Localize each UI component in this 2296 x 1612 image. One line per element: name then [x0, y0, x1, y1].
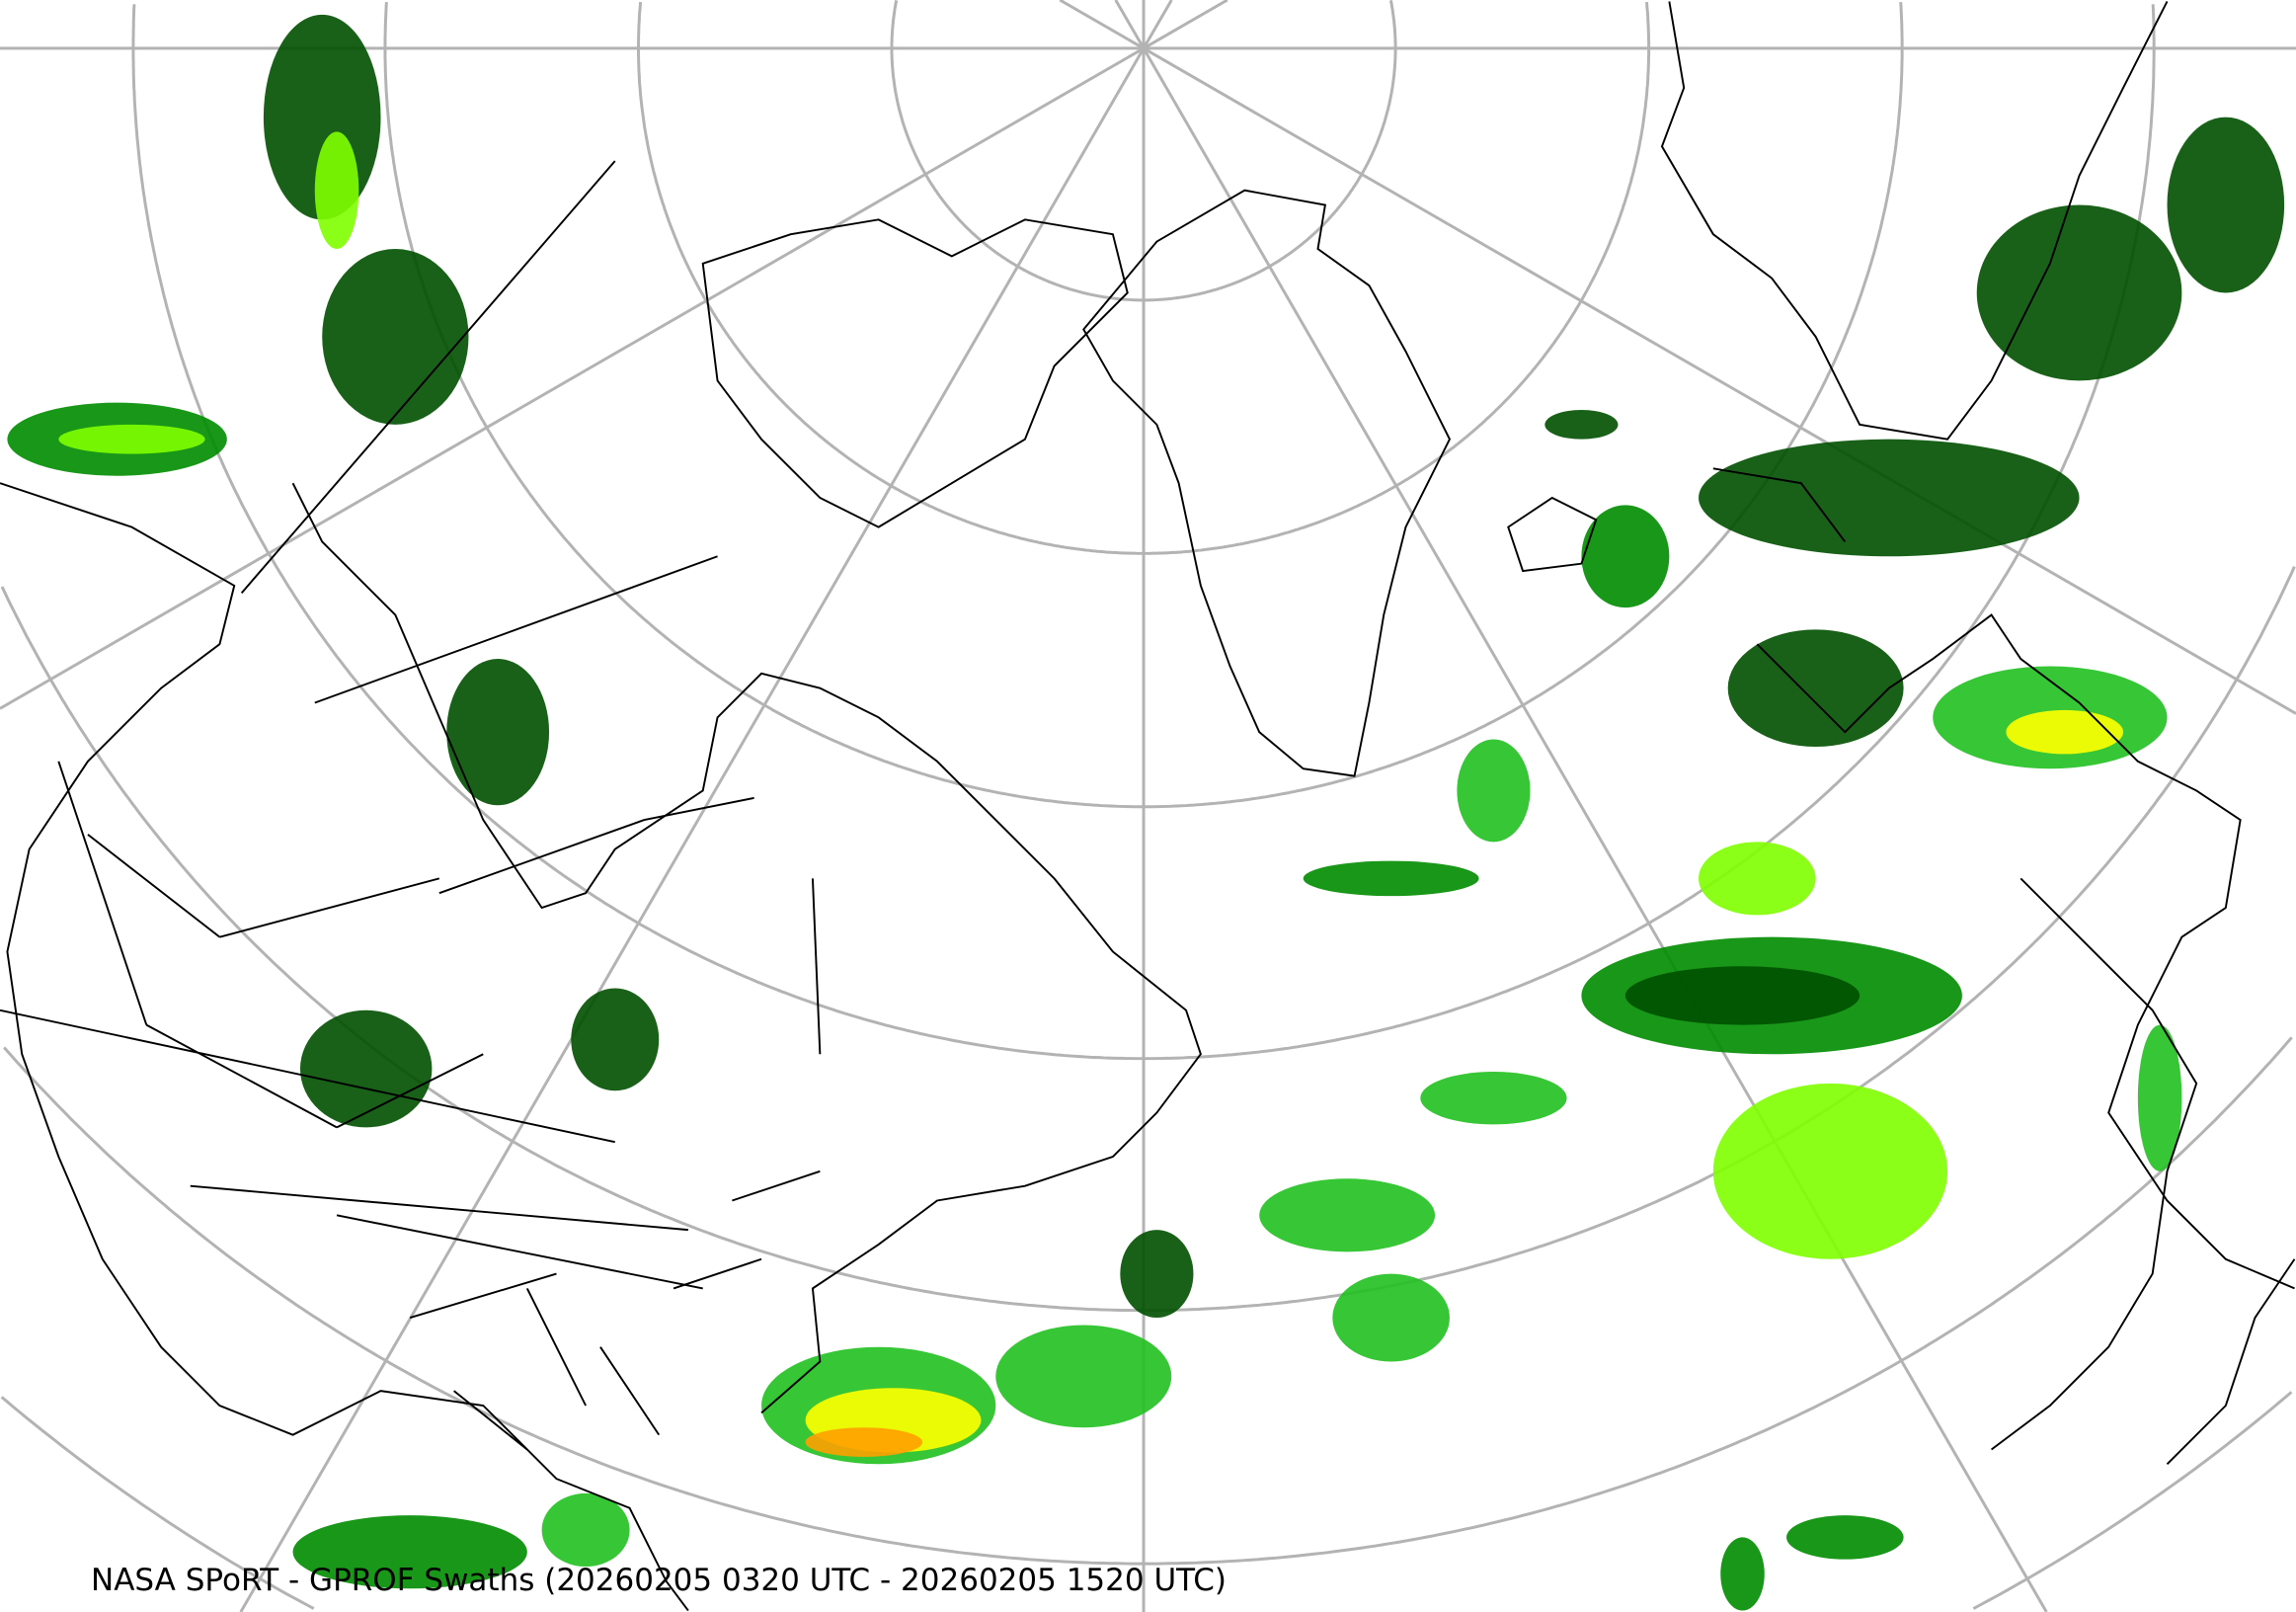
europe-coast: [1507, 1, 2295, 1290]
arctic-islands: [701, 218, 1129, 528]
precipitation-area: [299, 1009, 433, 1128]
precipitation-area: [322, 248, 469, 425]
latitude-circle: [890, 0, 1397, 302]
precipitation-area: [58, 424, 205, 454]
precipitation-area: [1976, 204, 2182, 381]
greenland-coast: [1082, 189, 1452, 777]
precipitation-area: [1420, 1072, 1567, 1125]
precipitation-area: [446, 659, 550, 806]
precipitation-area: [2137, 1024, 2182, 1171]
precipitation-area: [1581, 505, 1670, 608]
meridian-line: [239, 47, 1146, 1612]
precipitation-area: [541, 1492, 630, 1568]
meridian-line: [1059, 0, 1145, 50]
precipitation-area: [1120, 1230, 1194, 1319]
precipitation-area: [2167, 117, 2285, 293]
meridian-line: [1114, 0, 1146, 49]
precipitation-area: [1712, 1083, 1948, 1259]
precipitation-area: [1544, 410, 1619, 440]
precipitation-area: [1699, 439, 2080, 557]
africa-coast: [1991, 877, 2296, 1465]
north-america-coast: [0, 482, 1202, 1612]
meridian-line: [1142, 0, 1173, 49]
meridian-line: [1143, 46, 2296, 715]
latitude-circle: [383, 1, 1904, 809]
precipitation-area: [1699, 842, 1816, 916]
latitude-circle: [637, 1, 1651, 555]
precipitation-area: [1332, 1273, 1450, 1362]
precipitation-area: [1303, 860, 1479, 897]
precipitation-area: [1727, 629, 1904, 747]
precipitation-area: [1457, 739, 1531, 843]
precipitation-area: [1624, 966, 1861, 1025]
precipitation-area: [995, 1325, 1172, 1428]
precipitation-area: [314, 131, 359, 249]
meridian-line: [1143, 0, 1228, 50]
precipitation-area: [1785, 1515, 1904, 1560]
meridian-line: [1142, 47, 2048, 1612]
latitude-circle: [3, 1036, 2293, 1566]
map-caption: NASA SPoRT - GPROF Swaths (20260205 0320…: [91, 1563, 1227, 1598]
precipitation-area: [1720, 1537, 1765, 1611]
precipitation-area: [571, 988, 660, 1091]
precipitation-area: [2006, 709, 2124, 755]
precipitation-area: [1259, 1178, 1436, 1252]
precipitation-area: [805, 1427, 923, 1457]
canada-provinces: [0, 160, 822, 1290]
precipitation-swaths: [7, 14, 2285, 1611]
precipitation-area: [292, 1515, 527, 1589]
meridian-line: [0, 46, 1145, 710]
us-states: [57, 761, 821, 1451]
